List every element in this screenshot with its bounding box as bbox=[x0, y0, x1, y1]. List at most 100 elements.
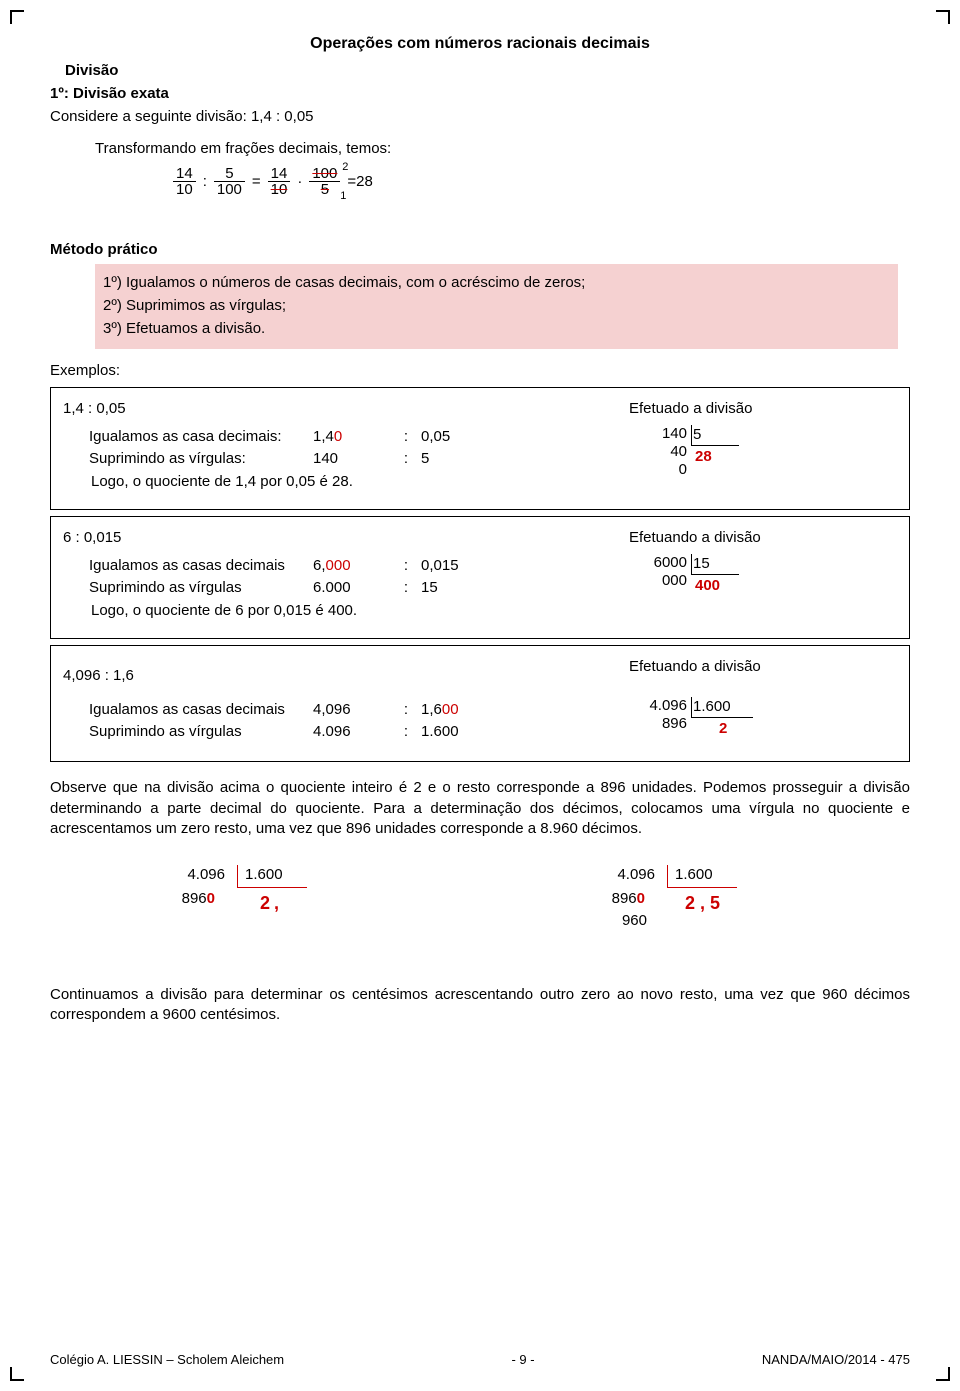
ex-colon: : bbox=[391, 449, 421, 469]
continue-paragraph: Continuamos a divisão para determinar os… bbox=[50, 985, 910, 1026]
long-division-step2: 4.096 1.600 8960 960 2 , 5 bbox=[585, 865, 805, 955]
intro-text: Considere a seguinte divisão: 1,4 : 0,05 bbox=[50, 107, 910, 127]
ld-row: 960 bbox=[607, 911, 647, 931]
ex-num: 1,4 bbox=[313, 428, 334, 445]
op-dot: · bbox=[297, 172, 302, 192]
ex-right-title: Efetuando a divisão bbox=[629, 528, 897, 548]
ld-row: 896 bbox=[612, 890, 637, 907]
ex-num: 1.600 bbox=[421, 722, 491, 742]
ld-row: 40 bbox=[629, 443, 687, 461]
example-box-2: 6 : 0,015 Igualamos as casas decimais 6,… bbox=[50, 516, 910, 639]
example-box-1: 1,4 : 0,05 Igualamos as casa decimais: 1… bbox=[50, 387, 910, 510]
eq-result: =28 bbox=[347, 172, 372, 192]
ex-label: Suprimindo as vírgulas bbox=[63, 578, 313, 598]
fraction-equation: 1410 : 5100 = 1410 · 100 2 5 1 =28 bbox=[170, 166, 910, 228]
ex-label: Suprimindo as vírgulas bbox=[63, 722, 313, 742]
op-eq: = bbox=[252, 172, 261, 192]
long-div-row: 4.096 1.600 8960 2, 4.096 1.600 8960 960… bbox=[50, 865, 910, 955]
ld-dividend: 4.096 bbox=[585, 865, 655, 885]
ld-row: 896 bbox=[629, 715, 687, 733]
examples-label: Exemplos: bbox=[50, 361, 910, 381]
ld-dividend: 4.096 bbox=[155, 865, 225, 885]
corner-marker bbox=[10, 1367, 24, 1381]
subheading-division: Divisão bbox=[65, 61, 910, 81]
ld-divisor: 5 bbox=[693, 425, 701, 445]
ld-row-red: 0 bbox=[637, 890, 645, 907]
observe-paragraph: Observe que na divisão acima o quociente… bbox=[50, 778, 910, 839]
frac-num: 5 bbox=[214, 166, 245, 183]
method-box: 1º) Igualamos o números de casas decimai… bbox=[95, 264, 898, 349]
ld-quot: 2 , 5 bbox=[685, 891, 720, 915]
frac-den-strike: 10 bbox=[268, 182, 291, 198]
ex-label: Igualamos as casas decimais bbox=[63, 700, 313, 720]
ex-num-red: 000 bbox=[326, 557, 351, 574]
example-header: 1,4 : 0,05 bbox=[63, 399, 617, 419]
ex-label: Igualamos as casa decimais: bbox=[63, 427, 313, 447]
method-step: 3º) Efetuamos a divisão. bbox=[103, 319, 890, 339]
footer-right: NANDA/MAIO/2014 - 475 bbox=[762, 1351, 910, 1369]
ex-conclusion: Logo, o quociente de 1,4 por 0,05 é 28. bbox=[63, 472, 617, 492]
ex-colon: : bbox=[391, 556, 421, 576]
footer-left: Colégio A. LIESSIN – Scholem Aleichem bbox=[50, 1351, 284, 1369]
ex-colon: : bbox=[391, 722, 421, 742]
ex-label: Suprimindo as vírgulas: bbox=[63, 449, 313, 469]
frac-den: 10 bbox=[173, 182, 196, 198]
ex-colon: : bbox=[391, 427, 421, 447]
ld-comma: , bbox=[274, 893, 279, 913]
ex-right-title: Efetuado a divisão bbox=[629, 399, 897, 419]
page-footer: Colégio A. LIESSIN – Scholem Aleichem - … bbox=[50, 1351, 910, 1369]
ex-label: Igualamos as casas decimais bbox=[63, 556, 313, 576]
ld-quotient: 2 bbox=[719, 719, 727, 739]
long-division: 4.096 896 1.600 2 bbox=[629, 697, 668, 741]
ex-num: 6, bbox=[313, 557, 326, 574]
ld-quot: 2 bbox=[260, 893, 270, 913]
corner-marker bbox=[936, 1367, 950, 1381]
method-step: 2º) Suprimimos as vírgulas; bbox=[103, 296, 890, 316]
method-heading: Método prático bbox=[50, 240, 910, 260]
corner-marker bbox=[10, 10, 24, 24]
ld-row: 6000 bbox=[629, 554, 687, 572]
ex-num: 0,05 bbox=[421, 427, 491, 447]
footer-center: - 9 - bbox=[511, 1351, 534, 1369]
ex-right-title: Efetuando a divisão bbox=[629, 657, 897, 677]
ex-num: 15 bbox=[421, 578, 491, 598]
ld-quotient: 400 bbox=[695, 576, 720, 596]
page-title: Operações com números racionais decimais bbox=[50, 33, 910, 55]
ex-num: 6.000 bbox=[313, 578, 391, 598]
cancel-sub: 1 bbox=[340, 191, 346, 203]
example-header: 4,096 : 1,6 bbox=[63, 666, 617, 686]
method-step: 1º) Igualamos o números de casas decimai… bbox=[103, 273, 890, 293]
ld-row: 896 bbox=[182, 890, 207, 907]
ex-num: 140 bbox=[313, 449, 391, 469]
subheading-exact: 1º: Divisão exata bbox=[50, 84, 910, 104]
ld-divisor: 1.600 bbox=[693, 697, 731, 717]
long-division-step1: 4.096 1.600 8960 2, bbox=[155, 865, 375, 955]
example-box-3: 4,096 : 1,6 Igualamos as casas decimais … bbox=[50, 645, 910, 763]
ex-colon: : bbox=[391, 700, 421, 720]
ld-divisor: 1.600 bbox=[675, 865, 713, 885]
ld-row-red: 0 bbox=[207, 890, 215, 907]
long-division: 6000 000 15 400 bbox=[629, 554, 668, 612]
ld-quotient: 28 bbox=[695, 447, 712, 467]
ld-row: 000 bbox=[629, 572, 687, 590]
ex-num: 4.096 bbox=[313, 722, 391, 742]
cancel-sup: 2 bbox=[342, 162, 348, 174]
frac-den-strike: 5 bbox=[309, 182, 340, 198]
frac-num: 14 bbox=[268, 166, 291, 183]
ex-num: 5 bbox=[421, 449, 491, 469]
frac-num: 14 bbox=[173, 166, 196, 183]
corner-marker bbox=[936, 10, 950, 24]
ld-row: 4.096 bbox=[629, 697, 687, 715]
ld-row: 0 bbox=[629, 461, 687, 479]
ld-divisor: 1.600 bbox=[245, 865, 283, 885]
frac-den: 100 bbox=[214, 182, 245, 198]
example-header: 6 : 0,015 bbox=[63, 528, 617, 548]
ex-colon: : bbox=[391, 578, 421, 598]
ld-row: 140 bbox=[629, 425, 687, 443]
frac-num-strike: 100 bbox=[309, 166, 340, 183]
transform-label: Transformando em frações decimais, temos… bbox=[50, 139, 910, 159]
ex-conclusion: Logo, o quociente de 6 por 0,015 é 400. bbox=[63, 601, 617, 621]
ex-num-red: 0 bbox=[334, 428, 342, 445]
ex-num: 1,6 bbox=[421, 701, 442, 718]
op-colon: : bbox=[203, 172, 207, 192]
